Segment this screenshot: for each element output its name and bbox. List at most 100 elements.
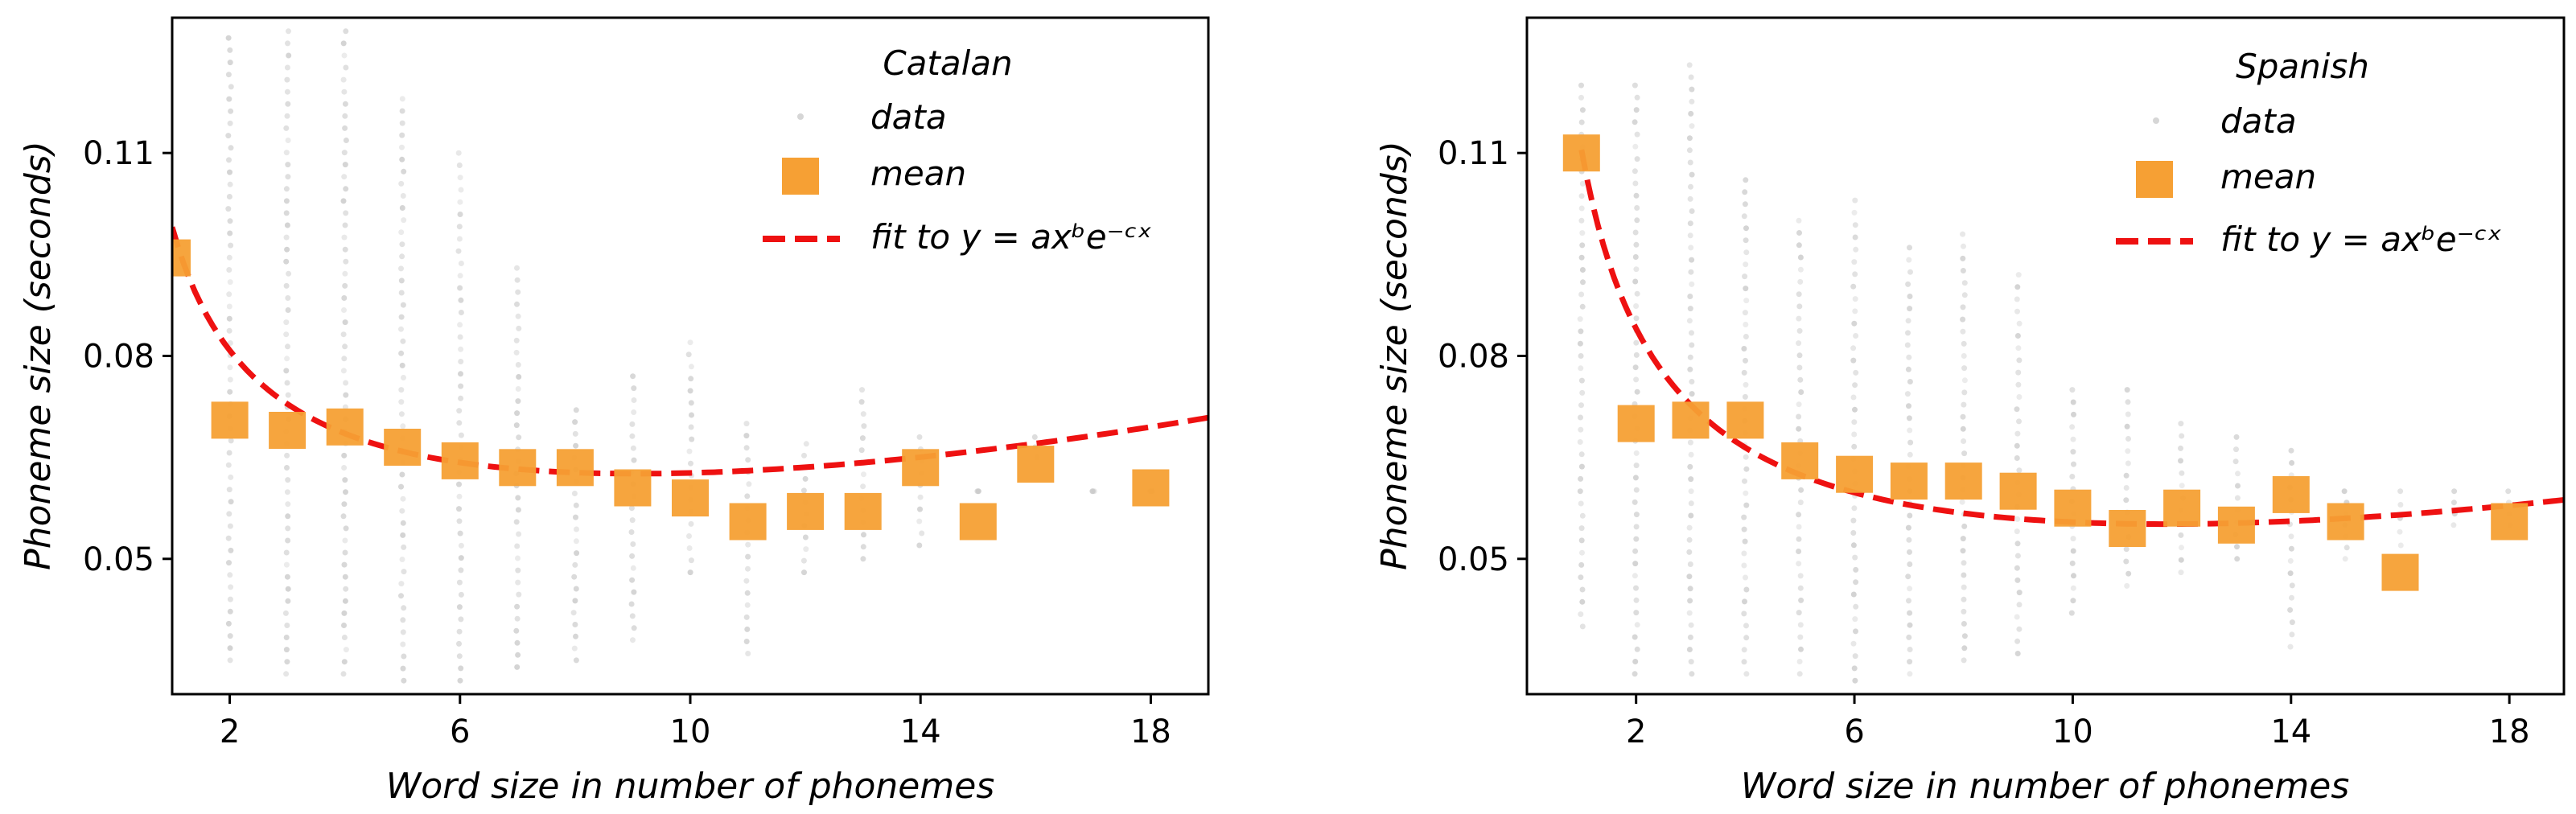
data-point	[1579, 242, 1586, 249]
data-point	[456, 493, 463, 500]
data-point	[1689, 208, 1695, 214]
data-point	[1579, 598, 1586, 605]
data-point	[514, 615, 521, 622]
data-point	[2016, 626, 2023, 632]
mean-marker	[1617, 405, 1655, 442]
data-point	[1852, 222, 1858, 228]
data-point	[284, 246, 290, 253]
data-point	[227, 608, 233, 615]
data-point	[859, 387, 865, 393]
data-point	[2178, 532, 2184, 538]
data-point	[516, 434, 522, 441]
mean-marker	[384, 429, 422, 466]
data-point	[2123, 558, 2130, 565]
data-point	[1853, 566, 1859, 573]
data-point	[687, 339, 693, 346]
data-point	[1743, 322, 1749, 327]
data-point	[283, 198, 290, 204]
data-point	[745, 457, 751, 463]
data-point	[227, 218, 233, 224]
data-point	[631, 457, 637, 463]
data-point	[340, 331, 347, 338]
data-point	[282, 610, 289, 616]
mean-marker	[2217, 506, 2255, 544]
data-point	[1743, 261, 1749, 268]
data-point	[1852, 197, 1858, 204]
data-point	[629, 421, 636, 427]
data-point	[917, 494, 924, 500]
data-point	[1743, 225, 1749, 232]
data-point	[1688, 269, 1694, 275]
data-point	[2014, 638, 2021, 644]
data-point	[2450, 500, 2457, 506]
data-point	[2287, 570, 2294, 577]
data-point	[574, 526, 579, 532]
data-point	[456, 162, 463, 168]
data-point	[2014, 308, 2020, 314]
data-point	[745, 651, 751, 656]
data-point	[456, 506, 462, 512]
data-point	[1632, 119, 1638, 125]
data-point	[1796, 291, 1802, 298]
data-point	[629, 577, 636, 583]
data-point	[1850, 517, 1857, 524]
legend-data-marker-catalan	[797, 113, 804, 120]
data-point	[1907, 379, 1913, 384]
data-point	[572, 419, 578, 426]
data-point	[1686, 62, 1693, 68]
data-point	[1743, 298, 1750, 304]
data-point	[573, 633, 578, 639]
x-tick-label: 2	[1626, 713, 1646, 750]
data-point	[285, 40, 290, 47]
data-point	[1961, 340, 1967, 347]
data-point	[227, 645, 233, 652]
data-point	[284, 76, 290, 83]
data-point	[342, 598, 348, 604]
data-point	[515, 362, 521, 368]
data-point	[1797, 585, 1804, 591]
data-point	[744, 626, 751, 632]
y-tick-label: 0.05	[83, 541, 154, 578]
data-point	[399, 96, 405, 102]
data-point	[1961, 621, 1967, 627]
data-point	[1852, 234, 1858, 240]
mean-marker	[2109, 510, 2146, 547]
data-point	[2070, 548, 2076, 554]
data-point	[629, 613, 636, 619]
data-point	[1853, 603, 1859, 610]
data-point	[285, 343, 290, 350]
data-point	[1578, 463, 1585, 470]
x-tick-label: 10	[2052, 713, 2093, 750]
data-point	[1907, 427, 1913, 434]
data-point	[398, 314, 405, 320]
data-point	[745, 541, 751, 548]
data-point	[342, 549, 348, 556]
data-point	[1742, 201, 1748, 208]
data-point	[284, 88, 290, 95]
data-point	[399, 508, 405, 514]
data-point	[1905, 524, 1911, 531]
data-point	[1797, 622, 1804, 628]
data-point	[687, 388, 693, 394]
data-point	[2124, 582, 2130, 589]
mean-markers-catalan	[172, 239, 1170, 541]
data-point	[1741, 562, 1747, 569]
data-point	[1689, 379, 1695, 384]
data-point	[745, 565, 751, 572]
data-point	[457, 273, 463, 279]
data-point	[1852, 382, 1858, 388]
legend-title-catalan: Catalan	[883, 43, 1012, 83]
data-point	[1687, 232, 1693, 239]
data-point	[1851, 431, 1858, 438]
data-point	[2289, 460, 2295, 466]
data-point	[1798, 487, 1804, 493]
data-point	[2288, 447, 2294, 454]
data-point	[1687, 463, 1693, 470]
data-point	[916, 518, 923, 524]
data-point	[1633, 339, 1640, 346]
data-point	[2123, 472, 2130, 479]
data-point	[458, 297, 464, 303]
data-point	[2341, 488, 2348, 495]
data-point	[284, 659, 290, 665]
data-point	[1578, 193, 1585, 199]
